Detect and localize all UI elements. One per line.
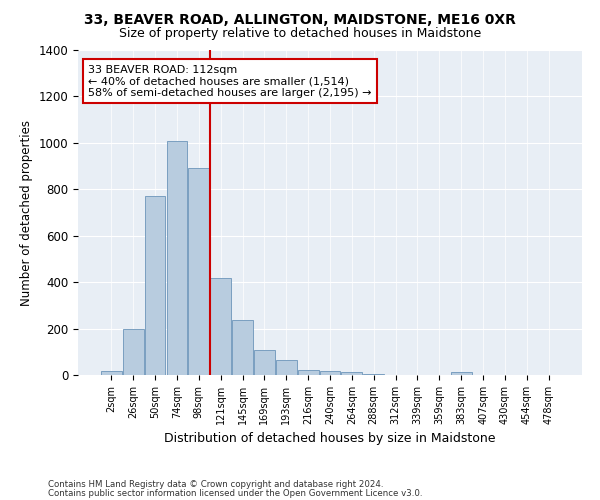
Bar <box>364 374 384 375</box>
Bar <box>341 372 362 375</box>
Bar <box>145 196 166 375</box>
Text: 33, BEAVER ROAD, ALLINGTON, MAIDSTONE, ME16 0XR: 33, BEAVER ROAD, ALLINGTON, MAIDSTONE, M… <box>84 12 516 26</box>
Y-axis label: Number of detached properties: Number of detached properties <box>20 120 33 306</box>
X-axis label: Distribution of detached houses by size in Maidstone: Distribution of detached houses by size … <box>164 432 496 446</box>
Text: Contains public sector information licensed under the Open Government Licence v3: Contains public sector information licen… <box>48 488 422 498</box>
Text: 33 BEAVER ROAD: 112sqm
← 40% of detached houses are smaller (1,514)
58% of semi-: 33 BEAVER ROAD: 112sqm ← 40% of detached… <box>88 64 371 98</box>
Bar <box>276 360 296 375</box>
Bar <box>451 372 472 375</box>
Text: Contains HM Land Registry data © Crown copyright and database right 2024.: Contains HM Land Registry data © Crown c… <box>48 480 383 489</box>
Text: Size of property relative to detached houses in Maidstone: Size of property relative to detached ho… <box>119 28 481 40</box>
Bar <box>298 370 319 375</box>
Bar <box>210 278 231 375</box>
Bar <box>232 320 253 375</box>
Bar <box>123 328 143 375</box>
Bar <box>320 371 340 375</box>
Bar <box>188 168 209 375</box>
Bar <box>101 371 122 375</box>
Bar <box>254 350 275 375</box>
Bar <box>167 140 187 375</box>
